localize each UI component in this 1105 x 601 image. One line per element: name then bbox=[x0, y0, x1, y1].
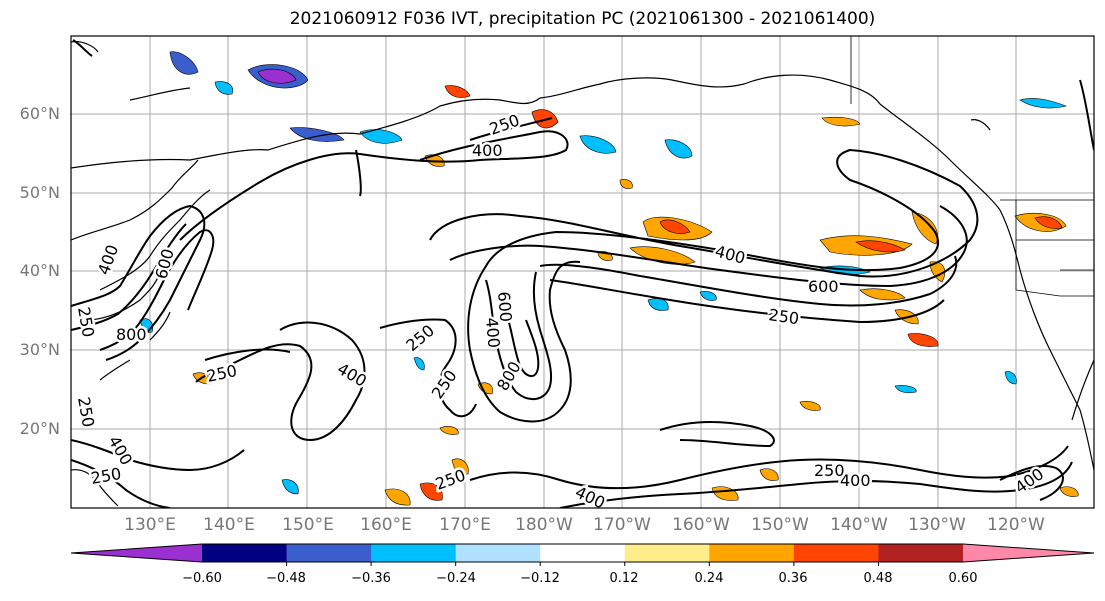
colorbar-tick-label: −0.60 bbox=[182, 571, 222, 586]
colorbar-tick-label: −0.24 bbox=[436, 571, 476, 586]
lat-label: 60°N bbox=[19, 104, 60, 123]
colorbar-segment bbox=[709, 544, 795, 562]
colorbar-extend-low bbox=[71, 544, 202, 562]
map-frame bbox=[70, 35, 1095, 509]
lon-label: 160°E bbox=[360, 515, 412, 535]
lon-label: 170°E bbox=[439, 515, 491, 535]
lat-label: 30°N bbox=[19, 340, 60, 359]
lon-label: 120°W bbox=[987, 515, 1045, 535]
colorbar-extend-high bbox=[963, 544, 1094, 562]
precip-negative-patches bbox=[139, 51, 1068, 495]
colorbar-tick-label: 0.36 bbox=[778, 571, 808, 586]
colorbar bbox=[70, 543, 1095, 566]
lon-label: 150°E bbox=[282, 515, 334, 535]
lon-label: 130°W bbox=[908, 515, 966, 535]
contour-label: 250 bbox=[814, 461, 845, 480]
precip-positive-patches bbox=[192, 85, 1079, 506]
colorbar-tick-label: 0.60 bbox=[948, 571, 978, 586]
colorbar-tick-label: −0.12 bbox=[520, 571, 560, 586]
lon-label: 150°W bbox=[751, 515, 809, 535]
colorbar-segment bbox=[540, 544, 626, 562]
lat-label: 50°N bbox=[19, 183, 60, 202]
contour-label: 800 bbox=[116, 325, 147, 344]
contour-label: 400 bbox=[472, 141, 503, 160]
contour-label: 400 bbox=[840, 471, 871, 490]
colorbar-tick-label: 0.12 bbox=[609, 571, 639, 586]
colorbar-tick-label: 0.24 bbox=[694, 571, 724, 586]
ivt-contours bbox=[71, 39, 1094, 508]
colorbar-segment bbox=[202, 544, 288, 562]
colorbar-segment bbox=[624, 544, 710, 562]
colorbar-tick-label: 0.48 bbox=[863, 571, 893, 586]
lon-label: 180°W bbox=[515, 515, 573, 535]
colorbar-tick-label: −0.48 bbox=[266, 571, 306, 586]
graticule bbox=[71, 36, 1094, 508]
coastlines bbox=[71, 41, 1094, 507]
colorbar-segment bbox=[286, 544, 372, 562]
colorbar-outline bbox=[70, 543, 1095, 563]
lon-label: 140°W bbox=[830, 515, 888, 535]
lat-label: 20°N bbox=[19, 419, 60, 438]
borders bbox=[850, 36, 1094, 297]
contour-label: 600 bbox=[494, 291, 516, 323]
map-title: 2021060912 F036 IVT, precipitation PC (2… bbox=[289, 9, 876, 29]
lat-label: 40°N bbox=[19, 261, 60, 280]
lon-label: 170°W bbox=[593, 515, 651, 535]
colorbar-segment bbox=[793, 544, 879, 562]
contour-label: 600 bbox=[808, 277, 839, 296]
colorbar-segment bbox=[455, 544, 541, 562]
colorbar-tick-label: −0.36 bbox=[351, 571, 391, 586]
colorbar-segment bbox=[878, 544, 964, 562]
lon-label: 130°E bbox=[124, 515, 176, 535]
lon-label: 160°W bbox=[672, 515, 730, 535]
lon-label: 140°E bbox=[203, 515, 255, 535]
colorbar-segment bbox=[371, 544, 457, 562]
